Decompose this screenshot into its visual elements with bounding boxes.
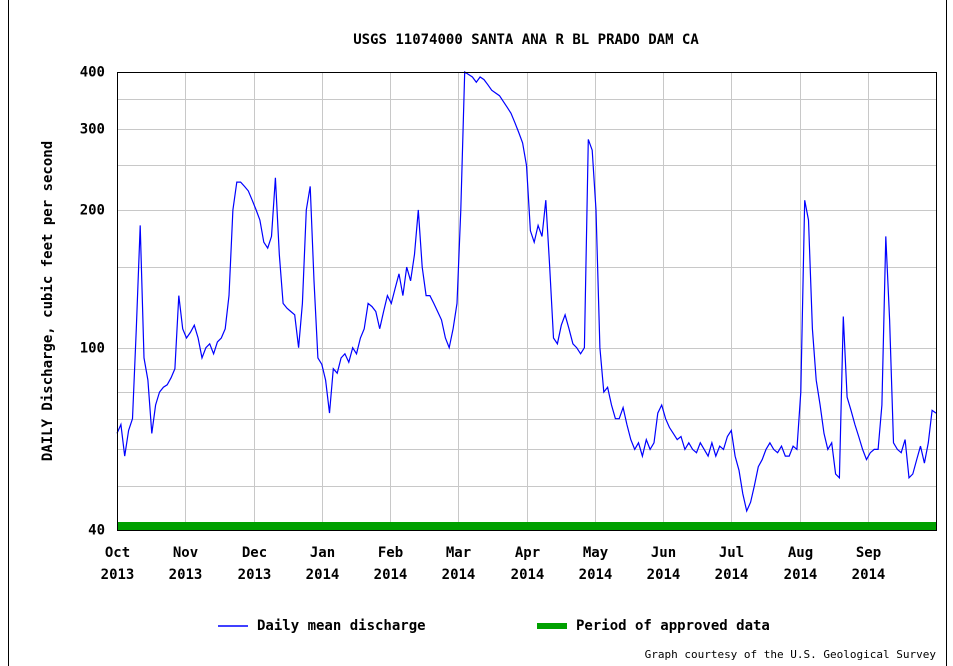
- x-tick-month: Jun: [651, 545, 676, 561]
- x-tick-month: Apr: [515, 545, 540, 561]
- x-tick-year: 2013: [169, 567, 203, 583]
- legend-label: Daily mean discharge: [257, 618, 426, 634]
- x-tick-month: Jul: [719, 545, 744, 561]
- series-line: [116, 70, 937, 513]
- x-tick-month: Mar: [446, 545, 471, 561]
- plot-frame: [117, 72, 937, 531]
- y-tick-label: 400: [80, 65, 105, 81]
- chart-title: USGS 11074000 SANTA ANA R BL PRADO DAM C…: [353, 32, 699, 48]
- x-tick-month: Aug: [788, 545, 813, 561]
- approved-band: [117, 522, 936, 530]
- x-tick-month: Jan: [310, 545, 335, 561]
- y-tick-label: 100: [80, 341, 105, 357]
- x-tick-month: Sep: [856, 545, 881, 561]
- x-tick-year: 2014: [852, 567, 886, 583]
- x-tick-month: Oct: [105, 545, 130, 561]
- footer: Graph courtesy of the U.S. Geological Su…: [645, 648, 937, 661]
- x-tick-year: 2014: [715, 567, 749, 583]
- y-tick-label: 300: [80, 122, 105, 138]
- legend-label: Period of approved data: [576, 618, 770, 634]
- x-tick-year: 2014: [374, 567, 408, 583]
- x-tick-month: Dec: [242, 545, 267, 561]
- x-tick-year: 2014: [784, 567, 818, 583]
- y-tick-label: 40: [88, 523, 105, 539]
- x-tick-year: 2014: [579, 567, 613, 583]
- y-tick-label: 200: [80, 203, 105, 219]
- y-axis-label: DAILY Discharge, cubic feet per second: [40, 141, 56, 461]
- x-tick-month: May: [583, 545, 609, 561]
- x-tick-month: Feb: [378, 545, 403, 561]
- x-tick-month: Nov: [173, 545, 198, 561]
- x-tick-year: 2014: [442, 567, 476, 583]
- x-tick-year: 2014: [306, 567, 340, 583]
- x-tick-year: 2014: [511, 567, 545, 583]
- legend-swatch: [537, 623, 567, 629]
- x-tick-year: 2014: [647, 567, 681, 583]
- x-tick-year: 2013: [238, 567, 272, 583]
- x-tick-year: 2013: [101, 567, 135, 583]
